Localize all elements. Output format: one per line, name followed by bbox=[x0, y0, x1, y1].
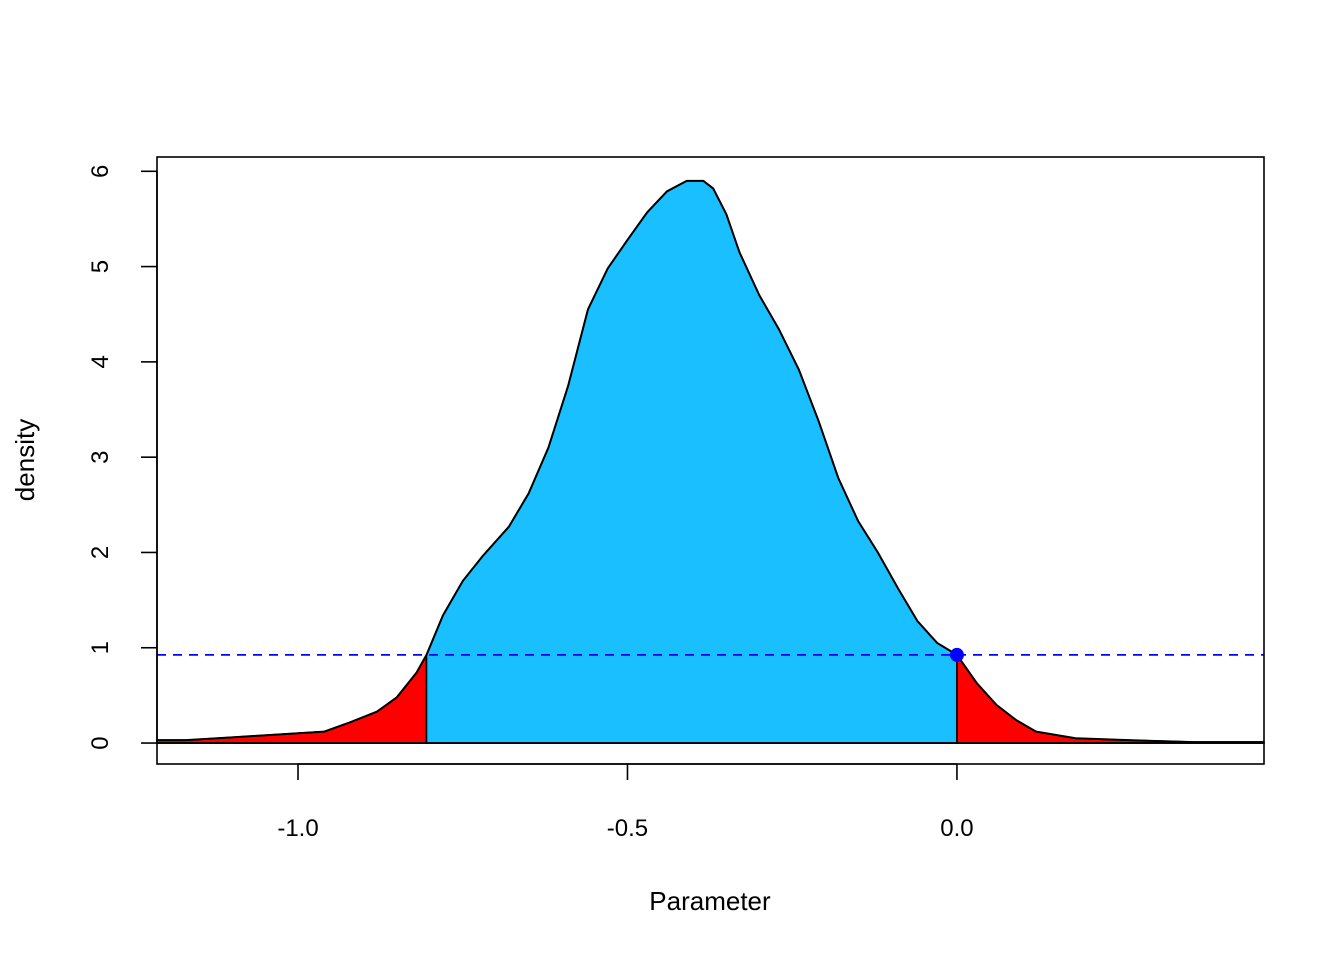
y-tick-label: 6 bbox=[87, 165, 114, 178]
y-tick-label: 1 bbox=[87, 641, 114, 654]
y-axis-title: density bbox=[10, 419, 40, 501]
x-tick-label: -0.5 bbox=[607, 815, 648, 842]
left-tail-area bbox=[156, 651, 428, 744]
y-tick-label: 5 bbox=[87, 260, 114, 273]
right-tail-area bbox=[956, 652, 1265, 744]
x-axis-title: Parameter bbox=[649, 886, 771, 916]
y-tick-label: 0 bbox=[87, 736, 114, 749]
density-curve bbox=[157, 179, 1264, 744]
y-tick-label: 2 bbox=[87, 546, 114, 559]
marker-point bbox=[949, 647, 964, 662]
interval-area bbox=[425, 180, 958, 744]
y-tick-label: 4 bbox=[87, 355, 114, 368]
y-axis: 0 1 2 3 4 5 6 bbox=[87, 165, 158, 750]
plot-area bbox=[156, 179, 1265, 744]
y-tick-label: 3 bbox=[87, 450, 114, 463]
x-tick-label: 0.0 bbox=[940, 815, 973, 842]
x-axis: -1.0 -0.5 0.0 bbox=[277, 763, 974, 842]
x-tick-label: -1.0 bbox=[277, 815, 318, 842]
